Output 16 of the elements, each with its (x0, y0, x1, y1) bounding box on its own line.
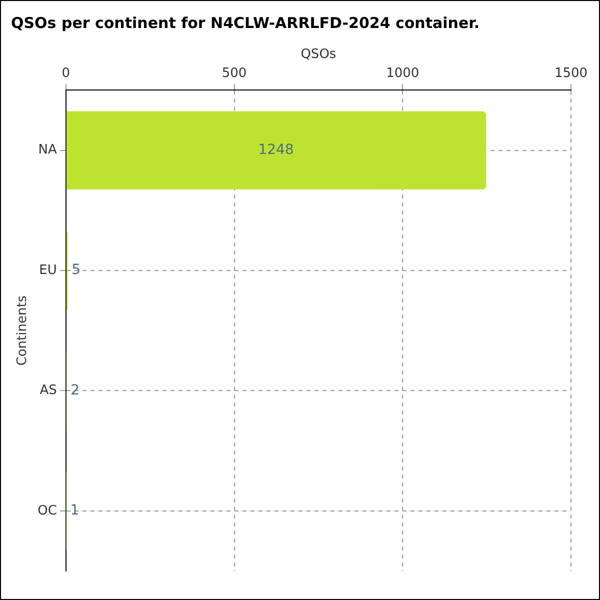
x-tick-label: 0 (62, 66, 70, 81)
x-tick-label: 1000 (386, 66, 420, 81)
y-axis-title: Continents (15, 295, 30, 366)
y-tick-label: EU (39, 262, 57, 278)
x-tick-label: 500 (222, 66, 247, 81)
data-label: 1248 (258, 142, 294, 158)
chart-title: QSOs per continent for N4CLW-ARRLFD-2024 container. (11, 14, 480, 32)
data-label: 5 (72, 262, 81, 278)
bar (66, 111, 486, 190)
y-tick-label: AS (40, 383, 57, 398)
y-tick-label: OC (38, 503, 57, 518)
y-tick-label: NA (38, 142, 58, 158)
data-label: 2 (70, 382, 80, 398)
x-tick-label: 1500 (554, 66, 588, 81)
x-axis-title: QSOs (300, 47, 336, 62)
data-label: 1 (70, 502, 80, 519)
